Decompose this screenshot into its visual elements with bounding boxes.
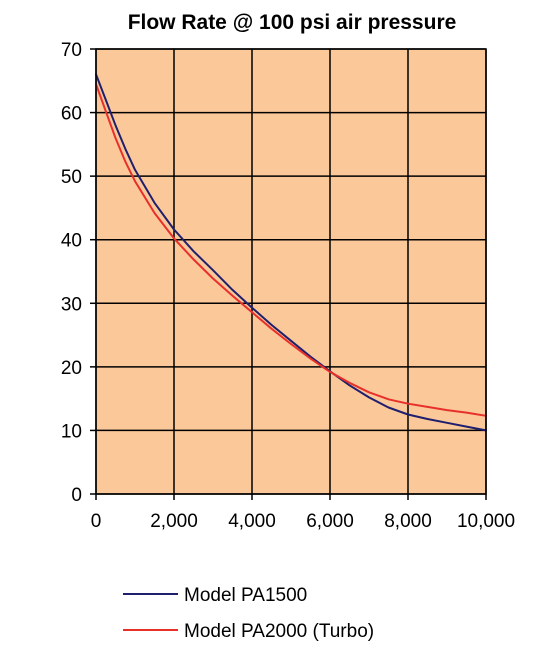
legend-label-1: Model PA2000 (Turbo) xyxy=(184,621,374,642)
y-tick-label-0: 0 xyxy=(71,485,82,506)
series-line-0 xyxy=(95,73,487,432)
y-tick-label-7: 70 xyxy=(61,40,82,61)
x-tick-label-1: 2,000 xyxy=(150,511,198,532)
chart-title: Flow Rate @ 100 psi air pressure xyxy=(128,11,457,34)
y-tick-label-3: 30 xyxy=(61,294,82,315)
y-tick-label-2: 20 xyxy=(61,358,82,379)
y-tick-label-6: 60 xyxy=(61,104,82,125)
tick-labels: 0 2,000 4,000 6,000 8,000 10,000 0 10 20 30 40 50 60… xyxy=(61,40,515,532)
x-tick-label-5: 10,000 xyxy=(457,511,515,532)
x-tick-label-0: 0 xyxy=(91,511,102,532)
series-line-1 xyxy=(95,83,487,417)
x-tick-label-4: 8,000 xyxy=(384,511,432,532)
plot-area xyxy=(96,49,486,494)
plot-frame xyxy=(95,48,487,495)
x-tick-label-3: 6,000 xyxy=(306,511,354,532)
series-layer xyxy=(95,73,487,432)
y-tick-label-5: 50 xyxy=(61,167,82,188)
legend-label-0: Model PA1500 xyxy=(184,585,307,606)
x-tick-label-2: 4,000 xyxy=(228,511,276,532)
y-tick-label-1: 10 xyxy=(61,421,82,442)
legend: Model PA1500 Model PA2000 (Turbo) xyxy=(123,585,374,642)
y-tick-label-4: 40 xyxy=(61,231,82,252)
